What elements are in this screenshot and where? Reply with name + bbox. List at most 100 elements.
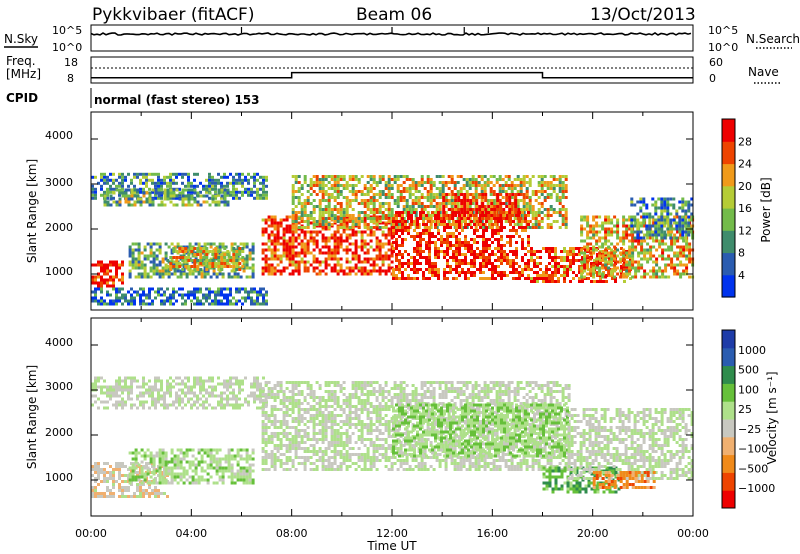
- heatmap-cell: [167, 245, 171, 249]
- heatmap-cell: [405, 175, 409, 178]
- heatmap-cell: [223, 385, 226, 389]
- heatmap-cell: [450, 196, 454, 199]
- heatmap-cell: [528, 220, 532, 223]
- heatmap-cell: [525, 181, 529, 184]
- heatmap-cell: [413, 271, 416, 274]
- heatmap-cell: [546, 181, 550, 184]
- heatmap-cell: [554, 259, 557, 262]
- heatmap-cell: [458, 253, 461, 256]
- heatmap-cell: [616, 236, 620, 240]
- heatmap-cell: [124, 200, 128, 204]
- heatmap-cell: [534, 211, 538, 214]
- heatmap-cell: [437, 253, 440, 256]
- heatmap-cell: [619, 257, 623, 261]
- heatmap-cell: [429, 178, 433, 181]
- heatmap-cell: [354, 223, 358, 226]
- heatmap-cell: [390, 254, 394, 258]
- heatmap-cell: [145, 175, 148, 179]
- heatmap-cell: [205, 400, 208, 404]
- heatmap-cell: [453, 202, 457, 205]
- heatmap-cell: [100, 388, 103, 392]
- heatmap-cell: [97, 284, 100, 288]
- heatmap-cell: [256, 302, 259, 306]
- heatmap-cell: [625, 251, 629, 255]
- heatmap-cell: [342, 239, 346, 243]
- heatmap-cell: [241, 193, 244, 197]
- heatmap-cell: [109, 260, 112, 264]
- heatmap-cell: [118, 388, 121, 392]
- colorbar-tick-label: 28: [738, 135, 752, 148]
- heatmap-cell: [604, 257, 608, 261]
- heatmap-cell: [136, 394, 139, 398]
- heatmap-cell: [512, 229, 515, 232]
- heatmap-cell: [610, 221, 614, 225]
- heatmap-cell: [449, 223, 452, 226]
- heatmap-cell: [482, 271, 485, 274]
- heatmap-cell: [402, 181, 406, 184]
- heatmap-cell: [648, 215, 652, 219]
- heatmap-cell: [485, 262, 488, 265]
- heatmap-cell: [220, 302, 223, 306]
- heatmap-cell: [348, 233, 352, 237]
- heatmap-cell: [500, 259, 503, 262]
- heatmap-cell: [318, 217, 322, 220]
- heatmap-cell: [232, 406, 235, 410]
- heatmap-cell: [685, 257, 689, 261]
- heatmap-cell: [398, 229, 401, 232]
- heatmap-cell: [438, 205, 442, 208]
- heatmap-cell: [475, 202, 479, 205]
- heatmap-cell: [480, 184, 484, 187]
- heatmap-cell: [193, 191, 197, 195]
- heatmap-cell: [100, 278, 103, 282]
- heatmap-cell: [442, 202, 446, 205]
- heatmap-cell: [256, 376, 259, 380]
- heatmap-cell: [235, 379, 238, 383]
- heatmap-cell: [267, 239, 271, 243]
- heatmap-cell: [181, 197, 185, 201]
- heatmap-cell: [563, 256, 566, 259]
- heatmap-cell: [372, 178, 376, 181]
- heatmap-cell: [459, 220, 463, 223]
- heatmap-cell: [539, 256, 542, 259]
- heatmap-cell: [458, 250, 461, 253]
- heatmap-cell: [205, 250, 209, 253]
- heatmap-cell: [482, 232, 485, 235]
- heatmap-cell: [300, 214, 304, 217]
- heatmap-cell: [628, 254, 632, 258]
- heatmap-cell: [512, 262, 515, 265]
- heatmap-cell: [291, 251, 295, 255]
- heatmap-cell: [128, 254, 132, 258]
- heatmap-cell: [437, 247, 440, 250]
- heatmap-cell: [157, 287, 160, 291]
- heatmap-cell: [481, 211, 485, 214]
- heatmap-cell: [610, 254, 614, 258]
- heatmap-cell: [497, 271, 500, 274]
- heatmap-cell: [435, 223, 439, 226]
- heatmap-cell: [420, 217, 424, 220]
- heatmap-cell: [327, 214, 331, 217]
- heatmap-cell: [232, 178, 235, 182]
- heatmap-cell: [360, 239, 364, 243]
- heatmap-cell: [395, 241, 398, 244]
- heatmap-cell: [505, 199, 509, 202]
- heatmap-cell: [226, 203, 230, 207]
- heatmap-cell: [395, 229, 398, 232]
- heatmap-cell: [306, 202, 310, 205]
- heatmap-cell: [215, 272, 219, 276]
- heatmap-cell: [112, 287, 115, 291]
- heatmap-cell: [333, 251, 337, 255]
- heatmap-cell: [333, 242, 337, 246]
- heatmap-cell: [501, 190, 505, 193]
- heatmap-cell: [106, 281, 109, 285]
- heatmap-cell: [235, 181, 238, 185]
- heatmap-cell: [491, 226, 494, 229]
- heatmap-cell: [256, 196, 259, 200]
- heatmap-cell: [543, 190, 547, 193]
- heatmap-cell: [458, 265, 461, 268]
- heatmap-cell: [589, 251, 593, 255]
- heatmap-cell: [563, 247, 566, 250]
- heatmap-cell: [118, 200, 122, 204]
- heatmap-cell: [109, 397, 112, 401]
- heatmap-cell: [455, 226, 458, 229]
- heatmap-cell: [648, 233, 652, 237]
